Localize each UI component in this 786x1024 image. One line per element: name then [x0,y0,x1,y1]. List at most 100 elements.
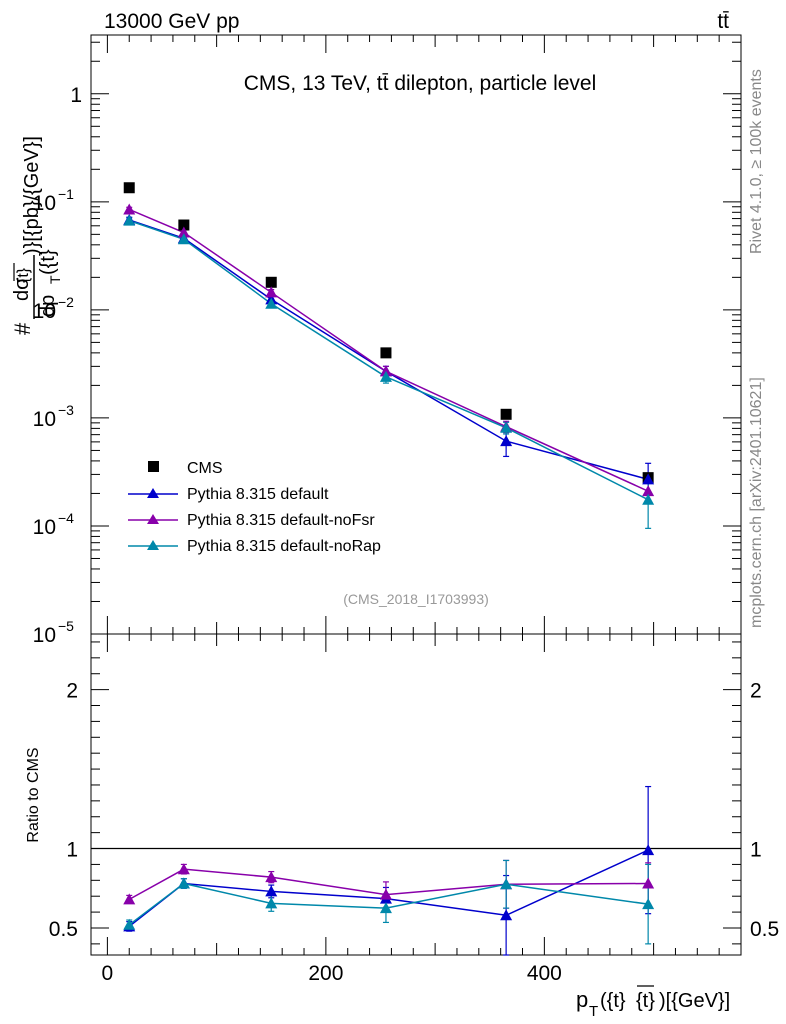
main-marker-pythia-8-315-default-norap [265,297,278,309]
ratio-marker-pythia-8-315-default-nofsr [642,877,655,889]
legend-item-cms: CMS [148,460,223,477]
main-line-pythia-8-315-default [128,219,649,481]
header-right: tt̄ [717,10,729,33]
ratio-ylabel: Ratio to CMS [25,747,42,842]
main-ytick-label: 10 [33,624,56,647]
xlabel-main: p [576,987,588,1012]
ylabel-denominator-tail: ({t} [37,249,59,275]
ratio-xtick-label: 400 [527,962,562,985]
ylabel-overbar-piece: {t} [15,267,32,283]
main-marker-pythia-8-315-default-norap [379,370,392,382]
mcplots-label: mcplots.cern.ch [arXiv:2401.10621] [748,377,765,628]
ylabel-prefix: # [10,322,35,335]
ylabel-denominator: dp [37,295,59,317]
main-marker-pythia-8-315-default-norap [642,493,655,505]
ratio-xlabel: p T ({t} {t} )[{GeV}] [576,985,730,1020]
ratio-xtick-label: 0 [102,962,114,985]
main-ytick-label: 1 [70,84,82,107]
main-marker-pythia-8-315-default-nofsr [123,203,136,215]
main-marker-pythia-8-315-default [642,473,655,485]
main-x-ticks [106,35,720,634]
ratio-ytick-label-left: 1 [66,839,78,862]
ratio-marker-pythia-8-315-default [265,885,278,897]
legend-marker-norap [147,540,159,550]
main-marker-pythia-8-315-default-nofsr [642,485,655,497]
main-marker-pythia-8-315-default-norap [123,214,136,226]
main-ytick-exponent: −3 [58,402,74,418]
main-line-pythia-8-315-default-nofsr [128,208,649,492]
main-series-lines [126,206,652,529]
header-left: 13000 GeV pp [104,10,239,33]
ratio-ytick-label-right: 1 [750,839,762,862]
cms-data-point [500,408,512,420]
main-line-pythia-8-315-default-norap [128,219,649,501]
ratio-series-markers [123,844,655,932]
ratio-marker-pythia-8-315-default-nofsr [265,871,278,883]
main-marker-pythia-8-315-default-nofsr [265,286,278,298]
main-marker-pythia-8-315-default-norap [177,233,190,245]
main-ytick-label: 10 [33,300,56,323]
ratio-marker-pythia-8-315-default [500,909,513,921]
ratio-marker-pythia-8-315-default-nofsr [379,888,392,900]
ratio-ytick-label-left: 0.5 [49,918,78,941]
ratio-marker-pythia-8-315-default-norap [123,918,136,930]
ratio-marker-pythia-8-315-default-norap [265,897,278,909]
main-marker-pythia-8-315-default-nofsr [379,365,392,377]
ratio-xtick-label: 200 [308,962,343,985]
xlabel-sub: T [589,1003,598,1020]
watermark: (CMS_2018_I1703993) [343,591,489,607]
cms-data-point [380,347,392,359]
ratio-series-lines [126,785,652,956]
main-panel: 110−110−210−310−410−5 CMS, 13 TeV, tt̄ d… [10,34,742,647]
ratio-line-pythia-8-315-default-norap [128,882,649,926]
main-marker-pythia-8-315-default-nofsr [177,226,190,238]
legend-label-nofsr: Pythia 8.315 default-noFsr [187,512,375,529]
main-marker-pythia-8-315-default-norap [500,421,513,433]
main-ytick-exponent: −2 [58,294,74,310]
main-ytick-exponent: −5 [58,618,74,634]
ylabel-numerator: dσ [11,277,33,301]
main-marker-pythia-8-315-default [500,435,513,447]
ratio-marker-pythia-8-315-default-nofsr [123,893,136,905]
main-ytick-label: 10 [33,408,56,431]
ratio-ytick-label-right: 0.5 [750,918,779,941]
ratio-panel: 0.5 0.5 1 1 2 2 0 200 400 Ratio to CMS p T ({t}… [25,633,779,1020]
rivet-label: Rivet 4.1.0, ≥ 100k events [748,69,765,254]
ratio-marker-pythia-8-315-default-norap [500,878,513,890]
legend-label-cms: CMS [187,460,223,477]
ratio-ytick-label-left: 2 [66,680,78,703]
main-title: CMS, 13 TeV, tt̄ dilepton, particle leve… [244,72,597,95]
legend-label-norap: Pythia 8.315 default-noRap [187,538,381,555]
main-ylabel: # dσ dp T ({t} {t} )}[{pb}/{GeV}] [10,136,63,335]
main-ytick-label: 10 [33,192,56,215]
ylabel-tail: )}[{pb}/{GeV}] [21,136,43,255]
main-ytick-exponent: −1 [58,186,74,202]
ratio-y-ticks: 0.5 0.5 1 1 2 2 [49,641,779,945]
ratio-marker-pythia-8-315-default-norap [642,898,655,910]
ratio-frame [90,633,742,956]
legend-item-default: Pythia 8.315 default [128,486,329,503]
main-series-markers [123,182,655,505]
cms-data-point [123,182,135,194]
xlabel-overbar-piece: {t} [636,990,655,1012]
ratio-marker-pythia-8-315-default-nofsr [177,863,190,875]
legend-marker-cms [148,461,159,472]
cms-data-point [178,219,190,231]
legend: CMS Pythia 8.315 default Pythia 8.315 de… [128,460,381,555]
cms-data-point [265,276,277,288]
ratio-x-ticks: 0 200 400 [102,634,720,985]
ratio-marker-pythia-8-315-default-norap [379,902,392,914]
ylabel-sub: T [47,275,63,284]
main-ytick-exponent: −4 [58,510,74,526]
main-ytick-label: 10 [33,516,56,539]
legend-item-nofsr: Pythia 8.315 default-noFsr [128,512,375,529]
main-y-ticks: 110−110−210−310−410−5 [33,41,741,647]
legend-marker-default [147,488,159,498]
ratio-ytick-label-right: 2 [750,680,762,703]
ratio-marker-pythia-8-315-default [642,844,655,856]
ratio-line-pythia-8-315-default-nofsr [128,868,649,901]
legend-label-default: Pythia 8.315 default [187,486,329,503]
legend-marker-nofsr [147,514,159,524]
xlabel-tail-b: )[{GeV}] [659,990,730,1012]
